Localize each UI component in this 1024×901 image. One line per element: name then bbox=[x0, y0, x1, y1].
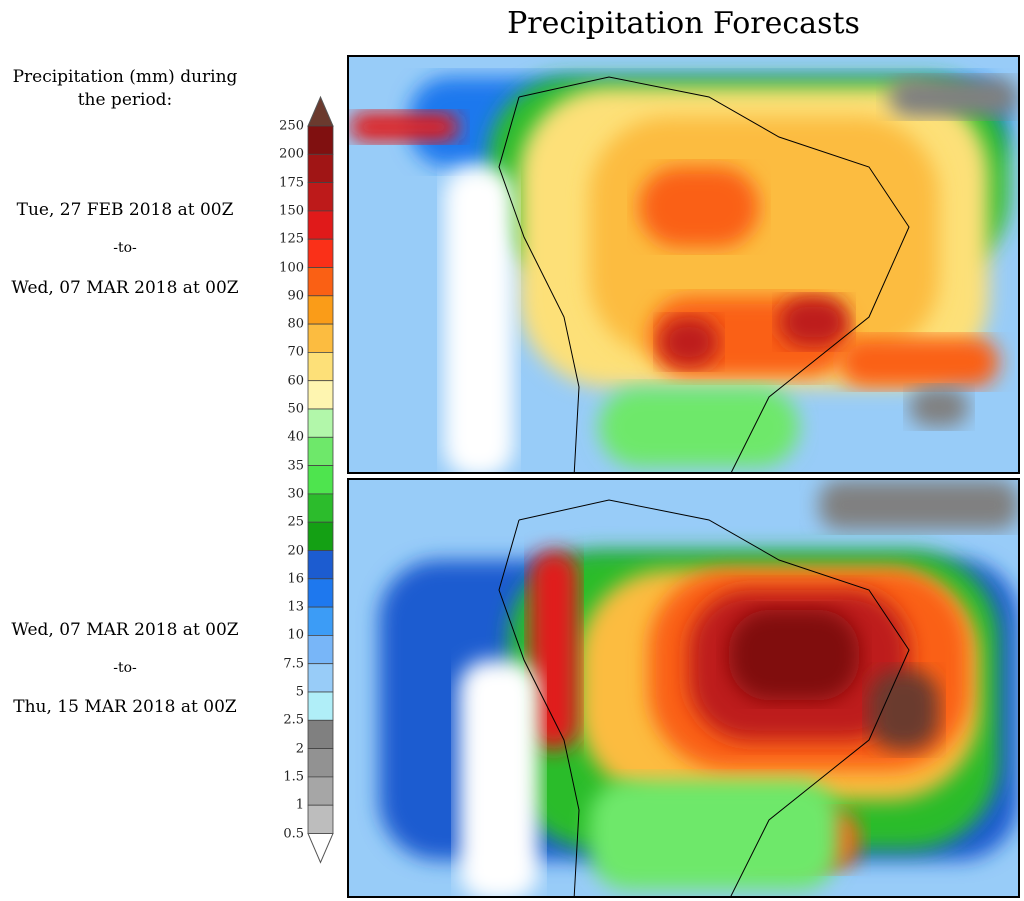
colorbar-tick-label: 20 bbox=[287, 543, 304, 558]
panel1-end: Wed, 07 MAR 2018 at 00Z bbox=[11, 278, 239, 298]
chart-title: Precipitation Forecasts bbox=[507, 6, 860, 41]
colorbar-tick-label: 40 bbox=[287, 429, 304, 445]
coastline bbox=[498, 499, 910, 896]
colorbar-tick-label: 150 bbox=[279, 203, 304, 219]
colorbar-tick-label: 1.5 bbox=[283, 769, 304, 785]
map-panel-1 bbox=[347, 55, 1020, 474]
colorbar-tick-label: 35 bbox=[287, 458, 304, 474]
panel1-start: Tue, 27 FEB 2018 at 00Z bbox=[16, 200, 234, 220]
colorbar-box bbox=[307, 776, 334, 806]
colorbar-box bbox=[307, 804, 334, 834]
colorbar-under-triangle bbox=[307, 833, 334, 864]
precip-region bbox=[909, 387, 969, 427]
colorbar-tick-label: 125 bbox=[279, 231, 304, 247]
colorbar-box bbox=[307, 351, 334, 382]
precip-region bbox=[444, 167, 514, 472]
panel2-sep: -to- bbox=[113, 660, 137, 676]
colorbar-box bbox=[307, 748, 334, 778]
colorbar-box bbox=[307, 267, 334, 297]
colorbar-tick-label: 10 bbox=[287, 627, 304, 643]
colorbar-box bbox=[307, 295, 334, 325]
map-panel-2 bbox=[347, 478, 1020, 898]
precip-region bbox=[589, 780, 839, 890]
colorbar-box bbox=[307, 238, 334, 268]
colorbar-tick-label: 16 bbox=[287, 571, 304, 587]
precip-region bbox=[839, 337, 999, 387]
colorbar-box bbox=[307, 465, 334, 495]
colorbar-box bbox=[307, 550, 334, 580]
precip-field bbox=[349, 480, 1018, 896]
colorbar-box bbox=[307, 663, 334, 693]
colorbar-over-triangle bbox=[307, 95, 334, 127]
precip-region bbox=[869, 670, 939, 750]
colorbar-tick-label: 90 bbox=[287, 288, 304, 304]
precip-region bbox=[349, 112, 459, 142]
colorbar-box bbox=[307, 153, 334, 183]
colorbar-tick-label: 25 bbox=[287, 514, 304, 530]
colorbar-tick-label: 175 bbox=[279, 175, 304, 191]
precip-region bbox=[459, 660, 539, 896]
colorbar-box bbox=[307, 210, 334, 240]
precip-region bbox=[889, 77, 1018, 117]
colorbar-box bbox=[307, 691, 334, 721]
colorbar-tick-label: 200 bbox=[279, 146, 304, 162]
precip-region bbox=[659, 317, 719, 367]
colorbar-tick-label: 5 bbox=[295, 684, 304, 700]
colorbar-box bbox=[307, 380, 334, 410]
panel1-sep: -to- bbox=[113, 240, 137, 256]
colorbar-box bbox=[307, 606, 334, 636]
colorbar-box bbox=[307, 436, 334, 466]
colorbar-tick-label: 60 bbox=[287, 373, 304, 389]
legend-title: Precipitation (mm) during the period: bbox=[12, 67, 238, 110]
colorbar-tick-label: 0.5 bbox=[283, 826, 304, 841]
panel2-start: Wed, 07 MAR 2018 at 00Z bbox=[11, 620, 239, 640]
colorbar-svg bbox=[307, 95, 334, 864]
colorbar-tick-label: 13 bbox=[287, 599, 304, 615]
precip-region bbox=[529, 550, 579, 750]
colorbar-tick-label: 70 bbox=[287, 344, 304, 360]
precip-region bbox=[639, 167, 759, 247]
precip-region bbox=[729, 610, 859, 700]
colorbar-box bbox=[307, 719, 334, 749]
colorbar-tick-label: 1 bbox=[295, 797, 304, 813]
colorbar-box bbox=[307, 408, 334, 438]
colorbar-box bbox=[307, 635, 334, 665]
colorbar-tick-label: 80 bbox=[287, 316, 304, 332]
colorbar-tick-label: 7.5 bbox=[283, 656, 304, 672]
colorbar-box bbox=[307, 125, 334, 155]
colorbar: 250 200 175 150 125 100 90 80 70 60 50 40 35 30 25 20 16… bbox=[270, 95, 340, 865]
precip-region bbox=[779, 297, 849, 347]
colorbar-box bbox=[307, 182, 334, 212]
colorbar-tick-label: 250 bbox=[279, 118, 304, 134]
colorbar-tick-label: 30 bbox=[287, 486, 304, 502]
precip-field bbox=[349, 57, 1018, 472]
precip-region bbox=[819, 480, 1018, 530]
colorbar-box bbox=[307, 323, 334, 353]
colorbar-tick-label: 50 bbox=[287, 401, 304, 417]
coastline bbox=[498, 76, 910, 472]
colorbar-box bbox=[307, 493, 334, 523]
precip-region bbox=[599, 387, 799, 467]
colorbar-tick-label: 2 bbox=[295, 741, 304, 757]
colorbar-box bbox=[307, 578, 334, 608]
colorbar-tick-label: 2.5 bbox=[283, 712, 304, 728]
panel2-end: Thu, 15 MAR 2018 at 00Z bbox=[13, 697, 237, 717]
colorbar-box bbox=[307, 521, 334, 551]
colorbar-tick-label: 100 bbox=[279, 260, 304, 275]
